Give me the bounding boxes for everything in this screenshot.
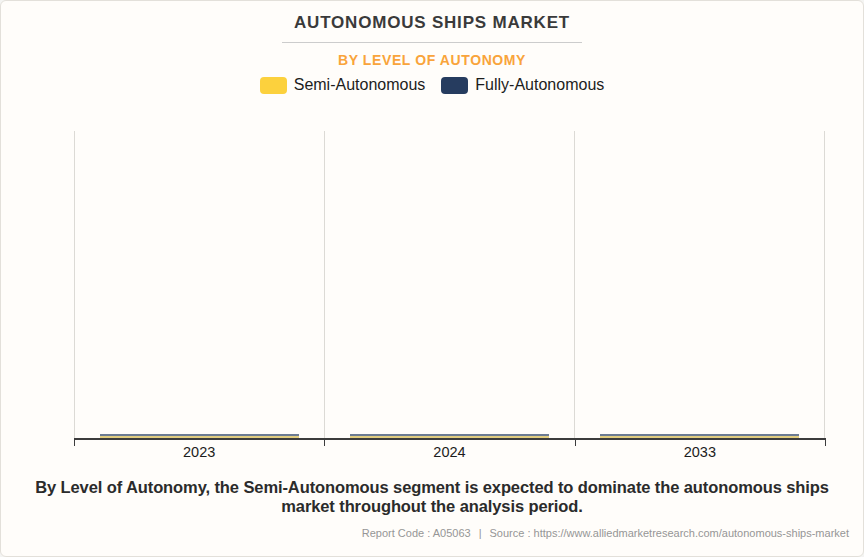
x-axis-labels: 202320242033 (74, 444, 825, 460)
chart-caption: By Level of Autonomy, the Semi-Autonomou… (1, 478, 863, 515)
source-url: Source : https://www.alliedmarketresearc… (490, 527, 849, 539)
category-slot-2023 (75, 131, 324, 438)
legend-item-semi-autonomous[interactable]: Semi-Autonomous (260, 76, 426, 94)
x-axis-label-2023: 2023 (74, 444, 324, 460)
x-axis-label-2024: 2024 (324, 444, 574, 460)
x-axis-line (74, 438, 826, 440)
title-divider (282, 42, 582, 43)
legend-swatch-icon (260, 77, 287, 94)
x-axis-tick (825, 438, 826, 446)
category-slot-2033 (574, 131, 824, 438)
report-code: Report Code : A05063 (362, 527, 471, 539)
legend-label: Fully-Autonomous (475, 76, 604, 94)
x-axis-label-2033: 2033 (575, 444, 825, 460)
chart-legend: Semi-Autonomous Fully-Autonomous (1, 76, 863, 94)
legend-item-fully-autonomous[interactable]: Fully-Autonomous (441, 76, 604, 94)
page-title: AUTONOMOUS SHIPS MARKET (1, 13, 863, 33)
chart-subtitle: BY LEVEL OF AUTONOMY (1, 52, 863, 68)
category-slot-2024 (324, 131, 574, 438)
footer: Report Code : A05063 | Source : https://… (362, 527, 849, 539)
plot-area (74, 131, 825, 438)
chart-card: AUTONOMOUS SHIPS MARKET BY LEVEL OF AUTO… (0, 0, 864, 557)
legend-label: Semi-Autonomous (294, 76, 426, 94)
legend-swatch-icon (441, 77, 468, 94)
footer-separator: | (479, 527, 482, 539)
